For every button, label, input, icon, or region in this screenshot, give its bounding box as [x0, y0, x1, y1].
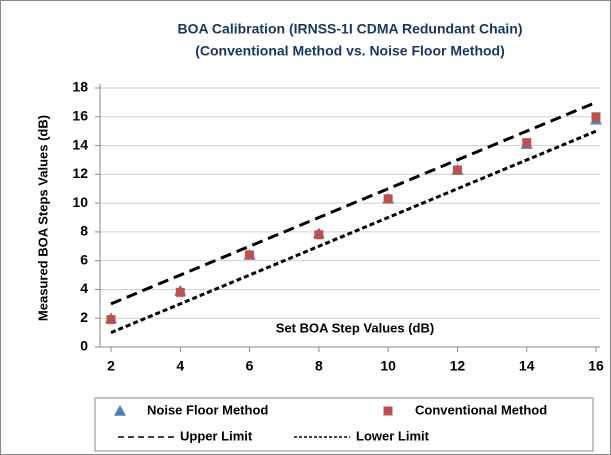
point	[383, 194, 393, 204]
y-tick-label: 12	[72, 165, 88, 181]
y-tick-label: 10	[72, 194, 88, 210]
x-tick-label: 16	[588, 358, 604, 374]
chart-subtitle: (Conventional Method vs. Noise Floor Met…	[195, 43, 505, 59]
y-tick-label: 14	[72, 136, 88, 152]
legend-label: Conventional Method	[415, 402, 547, 417]
y-tick-label: 0	[80, 338, 88, 354]
legend-label: Upper Limit	[180, 428, 253, 443]
point	[245, 250, 255, 260]
point	[591, 112, 601, 122]
y-tick-label: 2	[80, 309, 88, 325]
y-tick-label: 8	[80, 223, 88, 239]
legend-label: Lower Limit	[356, 428, 430, 443]
x-tick-label: 4	[176, 358, 184, 374]
x-tick-label: 6	[246, 358, 254, 374]
y-tick-label: 16	[72, 107, 88, 123]
x-tick-label: 2	[107, 358, 115, 374]
point	[106, 315, 116, 325]
x-tick-label: 10	[380, 358, 396, 374]
y-tick-label: 6	[80, 251, 88, 267]
x-axis-label: Set BOA Step Values (dB)	[276, 320, 434, 335]
y-tick-label: 18	[72, 79, 88, 95]
legend-box	[94, 397, 594, 452]
point	[314, 230, 324, 240]
y-tick-label: 4	[80, 280, 88, 296]
legend-swatch	[114, 405, 126, 416]
x-tick-label: 14	[519, 358, 535, 374]
point	[175, 287, 185, 297]
point	[452, 165, 462, 175]
point	[522, 138, 532, 148]
limit-line	[110, 101, 597, 306]
chart-title: BOA Calibration (IRNSS-1I CDMA Redundant…	[177, 21, 522, 37]
y-axis-label: Measured BOA Steps Values (dB)	[35, 115, 50, 321]
x-tick-label: 8	[315, 358, 323, 374]
x-tick-label: 12	[450, 358, 466, 374]
legend-label: Noise Floor Method	[147, 402, 268, 417]
legend-swatch	[383, 406, 393, 416]
